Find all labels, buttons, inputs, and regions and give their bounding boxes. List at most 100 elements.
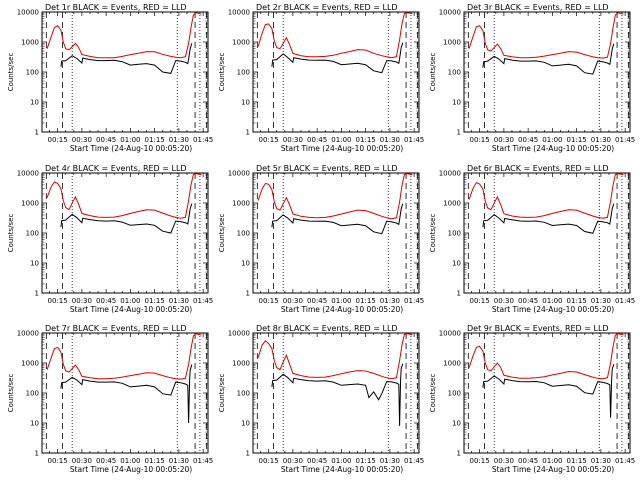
x-tick-label: 01:15 [145, 297, 165, 305]
x-tick-label: 00:15 [470, 297, 490, 305]
series-lld-line [46, 333, 202, 380]
y-tick-label: 10000 [228, 170, 250, 178]
panel-det-5: Det 5r BLACK = Events, RED = LLD 00:15 00:… [218, 164, 424, 314]
series-events-line [271, 203, 404, 235]
x-tick-label: 01:15 [145, 136, 165, 144]
panel-title: Det 5r BLACK = Events, RED = LLD [256, 164, 398, 173]
x-tick-label: 00:45 [518, 136, 538, 144]
plot-frame [252, 332, 420, 454]
y-axis-label: Counts/sec [7, 374, 15, 413]
y-tick-label: 1000 [443, 39, 461, 47]
series-lld-line [468, 12, 624, 59]
series-lld-line [46, 12, 202, 59]
y-tick-label: 100 [26, 230, 39, 238]
x-axis-label: Start Time (24-Aug-10 00:05:20) [492, 465, 614, 474]
x-axis-label: Start Time (24-Aug-10 00:05:20) [70, 465, 192, 474]
y-axis-label: Counts/sec [429, 53, 437, 92]
x-tick-label: 00:30 [72, 457, 92, 465]
x-tick-label: 01:15 [567, 297, 587, 305]
y-tick-label: 10 [452, 99, 461, 107]
x-tick-label: 01:45 [615, 457, 635, 465]
y-tick-label: 10000 [17, 330, 39, 338]
y-tick-label: 10000 [228, 9, 250, 17]
plot-frame [463, 11, 631, 133]
y-tick-label: 1 [246, 129, 250, 137]
y-tick-label: 100 [237, 69, 250, 77]
x-tick-label: 00:45 [96, 297, 116, 305]
y-axis-label: Counts/sec [218, 374, 226, 413]
y-tick-label: 10 [452, 260, 461, 268]
y-tick-label: 10 [241, 420, 250, 428]
x-tick-label: 00:30 [283, 297, 303, 305]
x-tick-label: 00:15 [48, 457, 68, 465]
y-axis-label: Counts/sec [429, 374, 437, 413]
plot-frame [463, 332, 631, 454]
y-tick-label: 100 [448, 390, 461, 398]
x-tick-label: 01:45 [615, 297, 635, 305]
x-tick-label: 01:30 [380, 297, 400, 305]
x-tick-label: 01:00 [331, 457, 351, 465]
y-tick-label: 10 [30, 260, 39, 268]
y-tick-label: 10000 [228, 330, 250, 338]
x-axis-label: Start Time (24-Aug-10 00:05:20) [281, 465, 403, 474]
series-events-line [482, 203, 615, 234]
x-axis-label: Start Time (24-Aug-10 00:05:20) [70, 144, 192, 153]
x-tick-label: 01:45 [193, 136, 213, 144]
x-tick-label: 01:15 [356, 297, 376, 305]
series-events-line [60, 203, 193, 234]
y-axis-label: Counts/sec [218, 214, 226, 253]
x-tick-label: 01:15 [145, 457, 165, 465]
x-tick-label: 01:00 [120, 457, 140, 465]
x-tick-label: 01:30 [380, 136, 400, 144]
y-tick-label: 1000 [21, 360, 39, 368]
x-tick-label: 01:30 [591, 297, 611, 305]
y-tick-label: 1000 [443, 200, 461, 208]
panel-title: Det 3r BLACK = Events, RED = LLD [467, 3, 609, 12]
panel-title: Det 6r BLACK = Events, RED = LLD [467, 164, 609, 173]
y-tick-label: 1 [246, 450, 250, 458]
x-tick-label: 01:00 [542, 297, 562, 305]
x-tick-label: 01:30 [591, 136, 611, 144]
x-tick-label: 01:15 [567, 136, 587, 144]
x-tick-label: 00:15 [48, 297, 68, 305]
plot-frame [252, 172, 420, 294]
y-tick-label: 100 [26, 69, 39, 77]
x-tick-label: 00:15 [259, 297, 279, 305]
series-lld-line [257, 173, 413, 220]
x-tick-label: 01:30 [169, 136, 189, 144]
y-tick-label: 10000 [17, 170, 39, 178]
y-tick-label: 100 [448, 230, 461, 238]
x-tick-label: 01:00 [331, 297, 351, 305]
x-tick-label: 00:45 [518, 297, 538, 305]
y-tick-label: 1 [35, 450, 39, 458]
panel-title: Det 8r BLACK = Events, RED = LLD [256, 324, 398, 333]
y-tick-label: 10000 [439, 9, 461, 17]
panel-title: Det 9r BLACK = Events, RED = LLD [467, 324, 609, 333]
y-tick-label: 1 [246, 290, 250, 298]
x-tick-label: 01:45 [615, 136, 635, 144]
series-events-line [271, 42, 404, 74]
x-tick-label: 01:15 [356, 457, 376, 465]
x-tick-label: 01:15 [356, 136, 376, 144]
x-tick-label: 01:00 [120, 136, 140, 144]
x-tick-label: 01:30 [380, 457, 400, 465]
panel-det-6: Det 6r BLACK = Events, RED = LLD 00:15 00:… [429, 164, 635, 314]
plot-frame [41, 11, 209, 133]
panel-title: Det 4r BLACK = Events, RED = LLD [45, 164, 187, 173]
y-axis-label: Counts/sec [218, 53, 226, 92]
x-tick-label: 01:45 [193, 297, 213, 305]
y-tick-label: 1 [457, 129, 461, 137]
x-tick-label: 00:30 [72, 297, 92, 305]
x-tick-label: 00:45 [96, 457, 116, 465]
y-tick-label: 1 [35, 129, 39, 137]
x-tick-label: 00:30 [494, 297, 514, 305]
x-tick-label: 01:00 [542, 457, 562, 465]
x-axis-label: Start Time (24-Aug-10 00:05:20) [70, 305, 192, 314]
x-tick-label: 01:00 [542, 136, 562, 144]
x-tick-label: 01:45 [193, 457, 213, 465]
y-tick-label: 10 [241, 99, 250, 107]
y-tick-label: 1000 [232, 200, 250, 208]
x-tick-label: 01:30 [591, 457, 611, 465]
x-tick-label: 01:30 [169, 457, 189, 465]
series-events-line [60, 364, 193, 424]
